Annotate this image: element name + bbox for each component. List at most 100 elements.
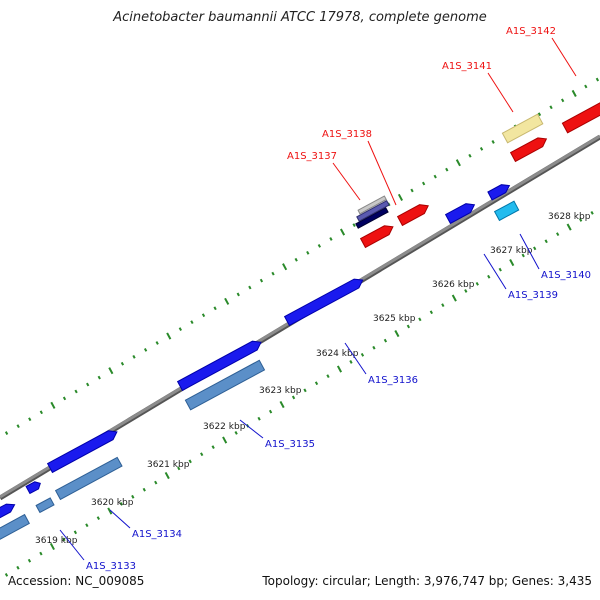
gene-feature-13[interactable]	[359, 225, 394, 249]
reverse-ruler-tick-40	[451, 294, 457, 302]
gene-feature-11[interactable]	[184, 359, 266, 411]
forward-ruler-tick-38	[433, 174, 437, 179]
forward-ruler-tick-9	[97, 375, 101, 380]
tick-label-3624-kbp: 3624 kbp	[316, 349, 359, 359]
gene-feature-8[interactable]	[0, 513, 30, 544]
reverse-ruler-tick-18	[200, 452, 204, 457]
gene-label-A1S_3141[interactable]: A1S_3141	[442, 61, 492, 72]
forward-ruler-tick-22	[248, 285, 252, 290]
gene-label-A1S_3135[interactable]: A1S_3135	[265, 439, 315, 450]
forward-ruler-tick-42	[479, 146, 484, 151]
gene-feature-12[interactable]	[493, 200, 520, 222]
forward-ruler-tick-15	[166, 332, 172, 340]
reverse-ruler-tick-29	[326, 374, 330, 379]
gene-feature-20[interactable]	[357, 195, 387, 215]
forward-ruler-tick-16	[178, 327, 182, 331]
reverse-ruler-tick-43	[487, 274, 491, 279]
forward-ruler-tick-11	[120, 361, 125, 366]
forward-ruler-tick-21	[236, 292, 240, 297]
forward-ruler-tick-31	[352, 223, 356, 228]
forward-ruler-tick-18	[201, 313, 206, 318]
gene-feature-6[interactable]	[487, 184, 511, 201]
forward-ruler-tick-10	[108, 367, 114, 375]
reverse-ruler-tick-37	[418, 317, 422, 322]
forward-ruler-tick-27	[306, 250, 310, 255]
reverse-ruler	[4, 210, 594, 577]
reverse-ruler-tick-6	[62, 537, 66, 542]
forward-ruler-tick-48	[549, 105, 553, 110]
gene-feature-19[interactable]	[356, 200, 390, 222]
reverse-ruler-tick-11	[119, 502, 123, 506]
gene-feature-1[interactable]	[0, 503, 16, 522]
reverse-ruler-tick-32	[360, 352, 365, 357]
forward-ruler-tick-8	[86, 382, 90, 387]
reverse-ruler-tick-24	[268, 409, 273, 414]
gene-label-A1S_3139[interactable]: A1S_3139	[508, 290, 558, 301]
forward-ruler-tick-2	[16, 424, 20, 429]
forward-ruler-tick-52	[595, 77, 600, 82]
forward-ruler-tick-3	[28, 417, 32, 422]
gene-label-A1S_3133[interactable]: A1S_3133	[86, 561, 136, 572]
reverse-ruler-tick-13	[142, 487, 146, 492]
tick-label-3625-kbp: 3625 kbp	[373, 314, 416, 324]
gene-label-A1S_3140[interactable]: A1S_3140	[541, 270, 591, 281]
accession-text: Accession: NC_009085	[8, 574, 145, 588]
reverse-ruler-tick-44	[498, 267, 502, 272]
leader-line-A1S_3133	[59, 529, 85, 561]
reverse-ruler-tick-36	[406, 324, 411, 329]
leader-line-A1S_3138	[367, 140, 397, 206]
forward-ruler-tick-39	[445, 167, 449, 172]
reverse-ruler-tick-19	[211, 445, 215, 450]
gene-feature-16[interactable]	[561, 102, 600, 134]
reverse-ruler-tick-3	[27, 558, 32, 563]
tick-label-3628-kbp: 3628 kbp	[548, 212, 591, 222]
gene-feature-5[interactable]	[444, 203, 476, 225]
reverse-ruler-tick-50	[566, 223, 572, 231]
forward-ruler-tick-43	[491, 140, 495, 144]
gene-label-A1S_3136[interactable]: A1S_3136	[368, 375, 418, 386]
gene-label-A1S_3138[interactable]: A1S_3138	[322, 129, 372, 140]
reverse-ruler-tick-49	[556, 232, 560, 237]
gene-labels: A1S_3133 A1S_3134 A1S_3135 A1S_3136 A1S_3137…	[86, 26, 591, 572]
gene-feature-2[interactable]	[46, 430, 118, 474]
reverse-ruler-tick-16	[177, 466, 181, 471]
gene-feature-9[interactable]	[35, 497, 55, 514]
leader-line-A1S_3137	[332, 162, 361, 201]
gene-label-A1S_3134[interactable]: A1S_3134	[132, 529, 182, 540]
forward-ruler-tick-25	[282, 263, 288, 271]
gene-feature-4[interactable]	[283, 278, 364, 327]
leader-line-A1S_3142	[551, 37, 577, 77]
reverse-ruler-tick-48	[544, 239, 548, 244]
forward-ruler-tick-30	[339, 228, 346, 236]
gene-label-A1S_3142[interactable]: A1S_3142	[506, 26, 556, 37]
gene-feature-17[interactable]	[501, 113, 544, 144]
reverse-ruler-tick-5	[49, 542, 55, 551]
reverse-ruler-tick-34	[383, 338, 388, 343]
forward-ruler-tick-13	[143, 348, 148, 352]
gene-feature-10[interactable]	[54, 456, 123, 501]
gene-feature-14[interactable]	[396, 204, 429, 227]
forward-ruler-tick-24	[271, 271, 275, 276]
gene-label-A1S_3137[interactable]: A1S_3137	[287, 151, 337, 162]
gene-feature-7[interactable]	[25, 481, 41, 495]
forward-ruler-tick-7	[74, 389, 78, 394]
reverse-ruler-tick-52	[590, 210, 594, 215]
forward-ruler-tick-50	[571, 89, 577, 97]
label-leaders	[59, 37, 577, 561]
reverse-ruler-tick-17	[188, 459, 192, 464]
reverse-ruler-tick-10	[107, 507, 113, 515]
reverse-ruler-tick-45	[509, 259, 515, 267]
gene-feature-3[interactable]	[176, 340, 262, 392]
gene-feature-15[interactable]	[509, 137, 548, 163]
forward-ruler-tick-5	[50, 401, 56, 409]
forward-ruler-tick-12	[132, 354, 136, 359]
reverse-ruler-tick-30	[336, 365, 343, 373]
gene-feature-18[interactable]	[355, 207, 389, 229]
forward-ruler-tick-49	[561, 98, 565, 103]
reverse-ruler-tick-14	[154, 480, 158, 485]
reverse-ruler-tick-15	[164, 471, 170, 480]
reverse-ruler-tick-23	[257, 416, 261, 421]
forward-ruler-tick-35	[397, 193, 404, 201]
forward-ruler-tick-14	[155, 341, 159, 345]
